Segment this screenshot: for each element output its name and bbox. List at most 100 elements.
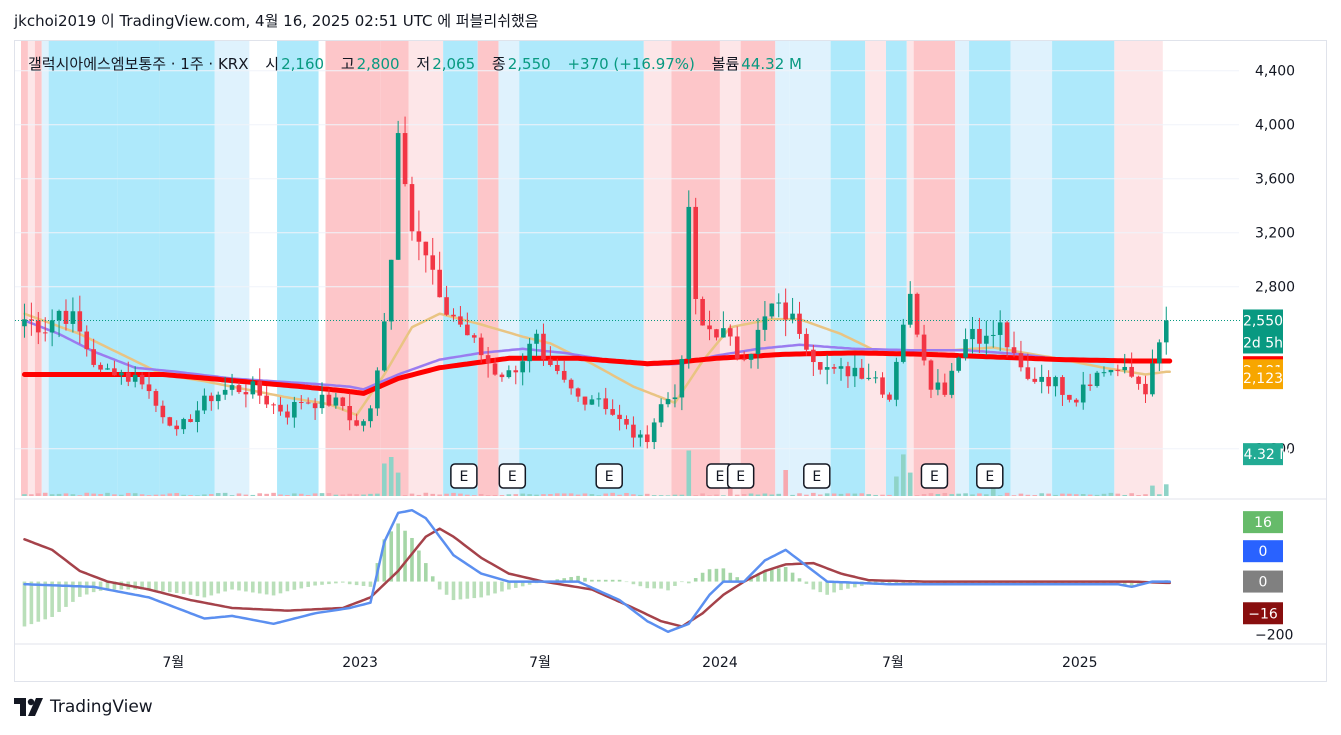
publish-header: jkchoi2019 이 TradingView.com, 4월 16, 202… — [14, 12, 539, 30]
macd-histogram-bar-152 — [1074, 581, 1079, 585]
candle-body-31 — [236, 385, 242, 393]
price-badge-4: 44.32 M — [1235, 443, 1291, 466]
volume-bar-43 — [319, 493, 325, 496]
macd-badge-0-bg — [1243, 511, 1283, 534]
volume-bar-7 — [70, 494, 76, 496]
earnings-marker-1[interactable]: E — [498, 463, 527, 489]
volume-bar-80 — [575, 494, 581, 496]
macd-histogram-bar-58 — [424, 563, 428, 582]
candle-body-52 — [382, 321, 387, 371]
macd-histogram-bar-42 — [313, 581, 317, 586]
legend-high-label: 고 — [340, 55, 355, 73]
macd-histogram-bar-112 — [797, 578, 802, 582]
macd-histogram-bar-97 — [693, 578, 698, 582]
candle-body-77 — [555, 364, 560, 371]
volume-bar-71 — [513, 494, 519, 496]
macd-histogram-bar-109 — [776, 568, 781, 582]
candle-body-14 — [119, 372, 124, 376]
macd-histogram-bar-29 — [223, 581, 227, 592]
macd-histogram-bar-9 — [84, 581, 89, 595]
candle-body-25 — [195, 410, 200, 422]
volume-bar-85 — [610, 492, 615, 496]
price-tick-label-0: 4,400 — [1255, 64, 1295, 80]
candle-body-43 — [319, 394, 325, 409]
volume-bar-27 — [209, 494, 214, 496]
candle-body-158 — [1115, 369, 1121, 371]
candle-body-117 — [831, 367, 837, 369]
volume-bar-163 — [1150, 485, 1155, 496]
band-27 — [955, 41, 970, 496]
macd-histogram-bar-151 — [1067, 581, 1072, 585]
candle-body-88 — [631, 424, 636, 438]
legend-symbol[interactable]: 갤럭시아에스엠보통주 · 1주 · KRX — [28, 55, 249, 73]
macd-histogram-bar-147 — [1039, 581, 1044, 585]
volume-bar-121 — [859, 493, 865, 496]
macd-histogram-bar-20 — [161, 581, 165, 592]
candle-body-86 — [617, 414, 622, 420]
earnings-marker-box — [726, 463, 755, 489]
volume-bar-140 — [990, 483, 996, 496]
earnings-marker-label: E — [459, 469, 468, 485]
volume-bar-59 — [430, 493, 436, 496]
volume-bar-31 — [236, 493, 242, 496]
macd-histogram-bar-88 — [631, 581, 636, 585]
candle-body-160 — [1129, 366, 1134, 377]
candle-body-107 — [762, 316, 768, 330]
macd-histogram-bar-98 — [700, 572, 705, 582]
macd-histogram-bar-60 — [437, 581, 442, 590]
candle-body-127 — [901, 324, 906, 362]
tradingview-wordmark: TradingView — [50, 697, 153, 717]
macd-histogram-bar-39 — [292, 581, 297, 590]
macd-histogram-bar-31 — [237, 581, 241, 591]
candle-body-63 — [458, 316, 463, 325]
macd-histogram-bar-140 — [991, 581, 996, 585]
macd-signal-line — [23, 527, 1171, 628]
volume-bar-95 — [679, 494, 685, 496]
macd-histogram-bar-59 — [430, 576, 435, 582]
volume-bar-151 — [1067, 493, 1072, 496]
candle-body-50 — [368, 408, 373, 422]
macd-histogram-bar-138 — [977, 581, 982, 585]
volume-bar-21 — [167, 493, 173, 496]
macd-histogram-bar-153 — [1081, 581, 1086, 585]
macd-histogram-bar-95 — [680, 581, 684, 583]
earnings-marker-0[interactable]: E — [450, 463, 478, 489]
volume-bar-45 — [333, 494, 339, 496]
candle-body-130 — [921, 334, 927, 361]
earnings-marker-4[interactable]: E — [726, 463, 755, 489]
macd-histogram-bar-50 — [368, 581, 373, 587]
tradingview-logo-icon[interactable] — [14, 698, 44, 716]
macd-histogram-bar-81 — [583, 577, 587, 582]
volume-bar-58 — [423, 492, 429, 496]
volume-bar-135 — [956, 493, 961, 496]
macd-histogram-bar-154 — [1088, 581, 1092, 585]
macd-histogram-bar-26 — [202, 581, 207, 598]
volume-bar-81 — [582, 493, 588, 496]
volume-bar-124 — [880, 494, 885, 496]
volume-bar-67 — [485, 495, 491, 496]
macd-histogram-bar-34 — [257, 581, 262, 594]
volume-bar-159 — [1122, 494, 1128, 496]
candle-body-36 — [271, 404, 276, 406]
candle-body-69 — [499, 374, 505, 378]
earnings-marker-6[interactable]: E — [920, 463, 949, 489]
earnings-marker-box — [498, 463, 527, 489]
candle-body-4 — [49, 320, 55, 333]
macd-histogram-bar-2 — [36, 581, 41, 622]
volume-bar-160 — [1129, 493, 1134, 496]
band-13 — [477, 41, 499, 496]
volume-bar-75 — [541, 494, 546, 496]
price-badge-0-text: 2,550 — [1243, 313, 1283, 329]
legend-low-label: 저 — [416, 55, 431, 73]
earnings-marker-5[interactable]: E — [803, 463, 831, 489]
volume-bar-48 — [354, 494, 359, 496]
earnings-marker-2[interactable]: E — [595, 463, 623, 489]
macd-histogram-bar-101 — [721, 568, 726, 582]
volume-bar-127 — [901, 454, 906, 496]
earnings-marker-7[interactable]: E — [976, 463, 1004, 489]
volume-bar-139 — [984, 494, 989, 496]
volume-bar-107 — [762, 493, 768, 496]
